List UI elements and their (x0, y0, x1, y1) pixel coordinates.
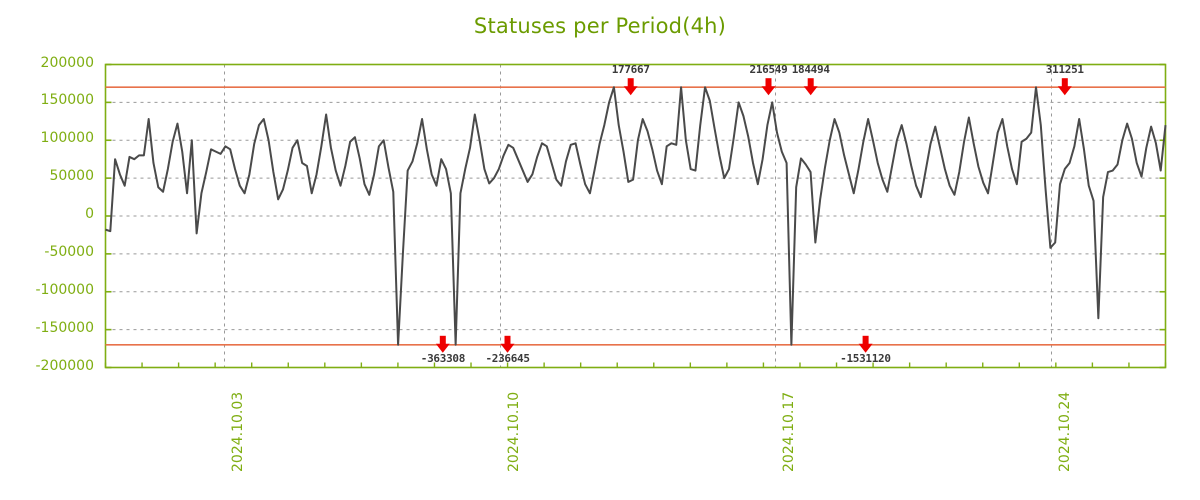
annotation-marker-stem (439, 335, 446, 345)
axis-ticks-layer (104, 63, 1167, 369)
x-axis-tick-label: 2024.10.24 (1057, 391, 1074, 472)
data-line-layer (105, 86, 1167, 346)
data-line (105, 86, 1167, 346)
annotation-marker-triangle[interactable] (761, 86, 776, 96)
annotation-marker-triangle[interactable] (500, 343, 515, 353)
annotation-value-label: -236645 (485, 351, 530, 365)
annotation-value-label: -1531120 (840, 351, 891, 365)
annotation-marker-stem (807, 78, 814, 88)
annotation-value-label: 177667 (611, 63, 650, 77)
x-axis-tick-label: 2024.10.17 (781, 391, 798, 472)
y-axis-tick-label: -200000 (35, 357, 95, 374)
gridlines-layer (105, 64, 1166, 368)
annotation-marker-triangle[interactable] (803, 86, 818, 96)
annotation-marker-stem (504, 335, 511, 345)
y-axis-tick-label: 0 (85, 206, 94, 222)
annotation-value-label: 216549 (749, 63, 788, 77)
annotation-value-label: -363308 (420, 351, 466, 365)
y-axis-tick-label: 150000 (40, 92, 94, 109)
annotation-value-label: 184494 (791, 63, 830, 77)
y-axis-tick-label: -50000 (44, 243, 94, 260)
annotation-marker-triangle[interactable] (435, 343, 450, 353)
axis-frame (104, 63, 1167, 369)
chart-title: Statuses per Period(4h) (473, 14, 727, 38)
annotation-marker-stem (1061, 78, 1068, 88)
y-axis-tick-label: 50000 (49, 168, 94, 185)
axis-frame-layer (104, 63, 1167, 369)
y-axis-tick-label: -150000 (35, 319, 95, 336)
x-axis-tick-label: 2024.10.10 (505, 391, 522, 472)
annotation-marker-stem (627, 78, 634, 88)
x-axis-tick-label: 2024.10.03 (230, 391, 246, 472)
y-axis-tick-label: 200000 (40, 54, 94, 71)
annotation-marker-triangle[interactable] (858, 343, 873, 353)
annotation-marker-triangle[interactable] (623, 86, 638, 96)
annotation-marker-triangle[interactable] (1057, 86, 1072, 96)
annotation-marker-stem (765, 78, 772, 88)
y-axis-tick-label: -100000 (35, 281, 95, 298)
annotation-marker-stem (862, 335, 869, 345)
annotation-markers-layer (435, 78, 1072, 353)
y-axis-tick-label: 100000 (40, 130, 94, 147)
annotation-value-label: 311251 (1045, 63, 1084, 77)
